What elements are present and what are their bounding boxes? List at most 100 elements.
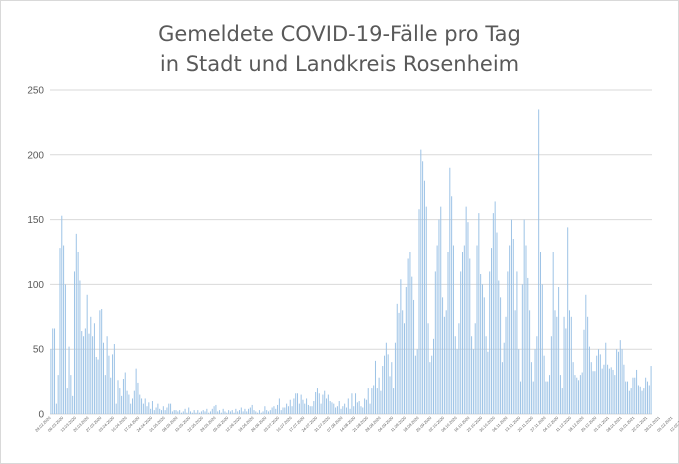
bar [146,406,148,414]
bar [66,388,68,414]
bar [481,284,483,414]
bar [148,402,150,414]
bar [316,388,318,414]
bar [110,377,112,414]
bar [498,280,500,414]
bar [88,333,90,414]
bar [186,412,188,414]
bar [222,408,224,414]
bar [534,349,536,414]
bar [151,401,153,414]
bar [268,411,269,414]
y-tick-label: 250 [27,86,44,97]
bar [536,336,538,414]
bar [570,316,572,414]
bar [237,411,239,414]
bar [433,338,434,414]
bar [387,354,389,414]
bar [197,410,199,414]
bar [607,364,609,414]
bar [505,316,507,414]
bar [425,206,427,414]
bar [409,252,411,414]
bar [394,342,396,414]
bar [614,375,616,414]
bar [474,323,476,414]
bar [84,328,86,414]
bar [617,351,619,414]
bar [327,394,329,414]
x-tick-label: 12.02.2021 [669,415,679,433]
bar [445,310,447,414]
bar [170,403,172,414]
bar [400,279,402,414]
bar [307,404,309,414]
bar [266,410,268,414]
bar [547,381,549,414]
bar [465,206,467,414]
bar [229,411,231,414]
bar [117,380,119,414]
bar [155,407,157,414]
bar [144,398,146,414]
bar [63,245,65,414]
bar [447,252,449,414]
bar [396,303,398,414]
bar [550,336,552,414]
bar [619,340,621,414]
bar [367,388,369,414]
bar [50,349,52,414]
bar [645,377,647,414]
bar [469,258,471,414]
bar [579,375,581,414]
bar [385,342,387,414]
gridlines [50,89,652,415]
bar [228,410,230,414]
bar [313,401,315,414]
bar [102,342,104,414]
bar [612,369,614,414]
bar [289,399,291,414]
bar [112,354,114,414]
bar [333,403,335,414]
bar [440,206,442,414]
bar [246,411,248,414]
bar [407,258,409,414]
bar [240,407,242,414]
bar [603,364,605,414]
bar [137,382,139,414]
bar [541,284,543,414]
bar [543,355,545,414]
bar [608,368,610,414]
bar [438,219,440,414]
bar [345,407,347,414]
bar [251,404,253,414]
bar [639,386,641,414]
bar [226,412,228,414]
bar [153,410,155,414]
bar [463,245,465,414]
bar [141,398,143,414]
bar [128,394,130,414]
bar [402,310,404,414]
bar [442,297,444,414]
bar [471,336,473,414]
bar [358,401,360,414]
bar [175,410,177,414]
y-tick-label: 150 [27,215,44,226]
bar [371,388,373,414]
bar [302,399,304,414]
bar [362,407,364,414]
bar [93,323,95,414]
bar [485,336,487,414]
bar [558,286,560,414]
bar [356,402,358,414]
bar [81,331,83,414]
bar [195,412,197,414]
bar [68,346,70,414]
bar [249,407,251,414]
bar [135,368,137,414]
bar [133,390,135,414]
bar [588,346,590,414]
bar [567,227,569,414]
